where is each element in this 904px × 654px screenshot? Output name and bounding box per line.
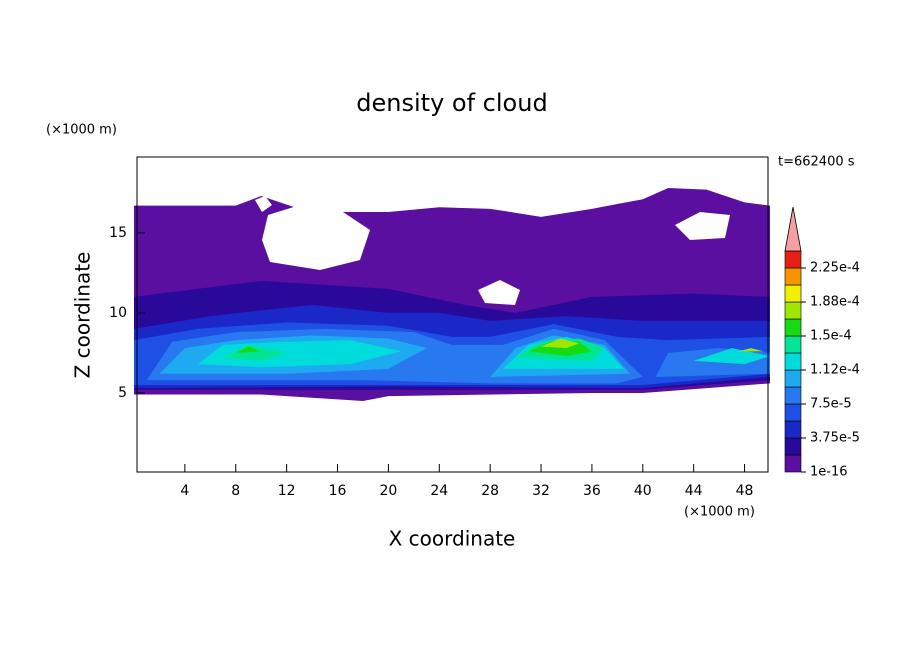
y-tick-label: 5: [118, 385, 127, 401]
x-tick-label: 8: [231, 483, 240, 499]
colorbar-box: [784, 369, 802, 388]
contour-region: [738, 348, 764, 352]
colorbar-box: [784, 352, 802, 371]
colorbar-tick-label: 1.12e-4: [810, 363, 860, 378]
axes: 4 8 12 16 20 24 28 32 36 40 44 48510151e-163.75e-57…: [109, 156, 860, 499]
colorbar-tick-label: 3.75e-5: [810, 431, 860, 446]
colorbar-box: [784, 284, 802, 303]
x-axis-label: X coordinate: [389, 527, 516, 551]
x-tick-label: 24: [430, 483, 448, 499]
x-tick-label: 16: [329, 483, 347, 499]
x-tick-label: 28: [481, 483, 499, 499]
x-tick-label: 20: [379, 483, 397, 499]
plot-frame: [136, 156, 769, 473]
x-tick-label: 44: [685, 483, 703, 499]
gap: [478, 280, 520, 305]
annotation: t=662400 s: [778, 155, 855, 170]
x-tick-label: 4: [180, 483, 189, 499]
field-upper: [134, 280, 770, 390]
colorbar-box: [784, 250, 802, 269]
gap: [255, 196, 272, 212]
colorbar-box: [784, 403, 802, 422]
contour-region: [223, 344, 287, 361]
colorbar-box: [784, 301, 802, 320]
colorbar-tick-label: 1e-16: [810, 465, 848, 480]
colorbar-box: [784, 267, 802, 286]
y-axis-label: Z coordinate: [71, 252, 95, 379]
colorbar-extend: [784, 206, 802, 252]
colorbar-tick-label: 2.25e-4: [810, 261, 860, 276]
y-unit: (×1000 m): [46, 123, 117, 138]
colorbar-tick-label: 1.88e-4: [810, 295, 860, 310]
contour-region: [235, 346, 262, 353]
colorbar-box: [784, 335, 802, 354]
contour-region: [693, 348, 770, 365]
colorbar-tick-label: 7.5e-5: [810, 397, 852, 412]
x-tick-label: 12: [278, 483, 296, 499]
x-tick-label: 40: [634, 483, 652, 499]
x-tick-label: 32: [532, 483, 550, 499]
x-tick-label: 36: [583, 483, 601, 499]
colorbar-box: [784, 318, 802, 337]
colorbar-tick-label: 1.5e-4: [810, 329, 852, 344]
colorbar-box: [784, 437, 802, 456]
gap: [262, 205, 370, 270]
gap: [675, 212, 730, 240]
x-tick-label: 48: [736, 483, 754, 499]
contour-region: [541, 338, 580, 349]
chart-title: density of cloud: [356, 89, 547, 117]
colorbar-box: [784, 386, 802, 405]
y-tick-label: 15: [109, 225, 127, 241]
colorbar-box: [784, 454, 802, 473]
colorbar-box: [784, 420, 802, 439]
x-unit: (×1000 m): [684, 505, 755, 520]
y-tick-label: 10: [109, 305, 127, 321]
no-data-gaps: [255, 196, 730, 305]
